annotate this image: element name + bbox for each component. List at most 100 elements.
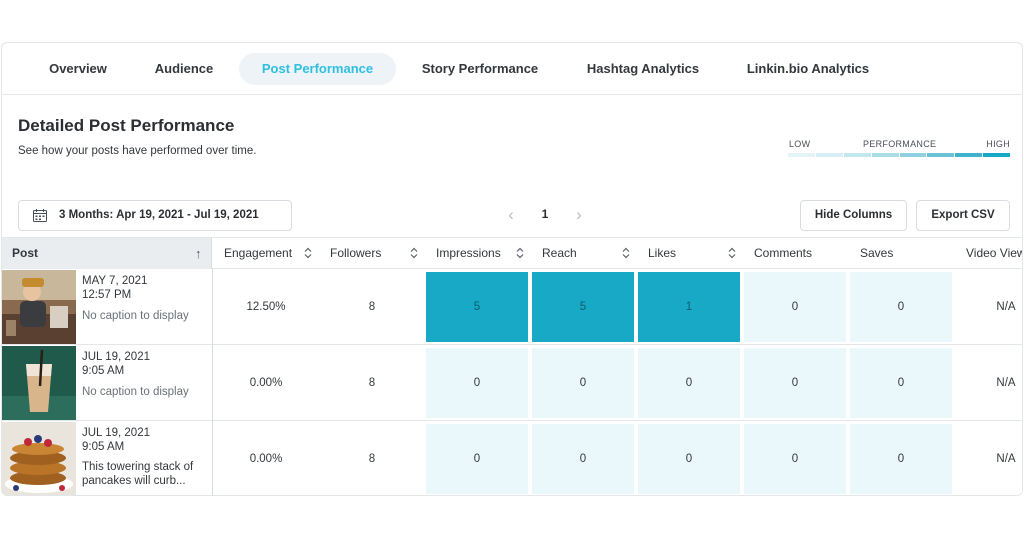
column-header-likes[interactable]: Likes (648, 238, 746, 269)
cell-comments: 0 (744, 424, 846, 494)
cell-impressions: 0 (426, 348, 528, 418)
column-header-label: Comments (754, 246, 813, 260)
column-header-saves[interactable]: Saves (860, 238, 958, 269)
cell-comments: 0 (744, 272, 846, 342)
column-divider (212, 421, 213, 495)
column-divider (212, 345, 213, 420)
legend-segment (871, 153, 899, 157)
table-row[interactable]: JUL 19, 2021 9:05 AM No caption to displ… (2, 345, 1022, 421)
column-header-label: Followers (330, 246, 382, 260)
legend-high-label: HIGH (986, 139, 1010, 149)
post-time: 9:05 AM (82, 365, 125, 377)
column-header-label: Video View (966, 246, 1023, 260)
page-number: 1 (541, 207, 549, 221)
date-range-picker[interactable]: 3 Months: Apr 19, 2021 - Jul 19, 2021 (18, 200, 292, 231)
iced-coffee-photo (2, 346, 76, 420)
column-header-label: Post (12, 246, 39, 260)
export-csv-button[interactable]: Export CSV (916, 200, 1010, 231)
hide-columns-button[interactable]: Hide Columns (800, 200, 907, 231)
chevron-right-icon[interactable]: › (576, 205, 582, 224)
post-caption: No caption to display (82, 310, 189, 322)
post-thumbnail[interactable] (2, 270, 76, 344)
cell-saves: 0 (850, 272, 952, 342)
column-header-video-views[interactable]: Video View (966, 238, 1023, 269)
post-time: 9:05 AM (82, 441, 125, 453)
cell-reach: 5 (532, 272, 634, 342)
column-header-followers[interactable]: Followers (330, 238, 428, 269)
column-header-comments[interactable]: Comments (754, 238, 852, 269)
post-date: JUL 19, 2021 (82, 427, 150, 439)
cell-video-views: N/A (996, 301, 1016, 313)
table-header: Post ↑ Engagement Followers Impressions … (2, 237, 1023, 269)
cell-likes: 0 (638, 348, 740, 418)
cell-reach: 0 (532, 348, 634, 418)
column-header-label: Impressions (436, 246, 501, 260)
column-header-engagement[interactable]: Engagement (224, 238, 322, 269)
legend-segment (899, 153, 927, 157)
post-date: MAY 7, 2021 (82, 275, 148, 287)
cell-impressions: 0 (426, 424, 528, 494)
sort-icon[interactable] (622, 247, 630, 259)
page-subtitle: See how your posts have performed over t… (18, 145, 257, 157)
cell-video-views: N/A (996, 453, 1016, 465)
chevron-left-icon[interactable]: ‹ (508, 205, 514, 224)
column-header-label: Engagement (224, 246, 293, 260)
cell-reach: 0 (532, 424, 634, 494)
tab-post-performance[interactable]: Post Performance (239, 53, 396, 85)
column-header-impressions[interactable]: Impressions (436, 238, 534, 269)
cell-comments: 0 (744, 348, 846, 418)
cell-likes: 1 (638, 272, 740, 342)
legend-gradient-bar (788, 153, 1010, 157)
legend-segment (927, 153, 955, 157)
post-thumbnail[interactable] (2, 346, 76, 420)
column-header-label: Saves (860, 246, 894, 260)
post-caption: This towering stack of pancakes will cur… (82, 461, 194, 487)
cell-engagement: 0.00% (249, 377, 283, 389)
cell-followers: 8 (368, 301, 376, 313)
column-header-post[interactable]: Post ↑ (2, 238, 212, 269)
sort-icon[interactable] (410, 247, 418, 259)
tab-hashtag-analytics[interactable]: Hashtag Analytics (586, 61, 700, 76)
table-row[interactable]: JUL 19, 2021 9:05 AM This towering stack… (2, 421, 1022, 495)
column-header-reach[interactable]: Reach (542, 238, 640, 269)
legend-low-label: LOW (789, 139, 811, 149)
cell-engagement: 12.50% (246, 301, 286, 313)
legend-segment (843, 153, 871, 157)
post-thumbnail[interactable] (2, 422, 76, 495)
table-row[interactable]: MAY 7, 2021 12:57 PM No caption to displ… (2, 269, 1022, 345)
sort-icon[interactable] (728, 247, 736, 259)
coffee-shop-photo (2, 270, 76, 344)
sort-icon[interactable] (304, 247, 312, 259)
page-title: Detailed Post Performance (18, 116, 235, 135)
calendar-icon (33, 209, 47, 222)
legend-segment (788, 153, 815, 157)
cell-saves: 0 (850, 424, 952, 494)
cell-followers: 8 (368, 453, 376, 465)
tab-bar: Overview Audience Post Performance Story… (2, 43, 1022, 95)
cell-video-views: N/A (996, 377, 1016, 389)
column-header-label: Likes (648, 246, 677, 260)
post-date: JUL 19, 2021 (82, 351, 150, 363)
date-range-label: 3 Months: Apr 19, 2021 - Jul 19, 2021 (59, 209, 259, 221)
analytics-card: Overview Audience Post Performance Story… (1, 42, 1023, 496)
column-header-label: Reach (542, 246, 577, 260)
column-divider (212, 269, 213, 344)
tab-story-performance[interactable]: Story Performance (421, 61, 539, 76)
cell-likes: 0 (638, 424, 740, 494)
legend-performance-label: PERFORMANCE (863, 139, 937, 149)
performance-legend: LOW PERFORMANCE HIGH (788, 139, 1010, 159)
tab-audience[interactable]: Audience (154, 61, 214, 76)
tab-overview[interactable]: Overview (49, 61, 107, 76)
cell-saves: 0 (850, 348, 952, 418)
sort-icon[interactable] (516, 247, 524, 259)
pancakes-photo (2, 422, 76, 495)
arrow-up-icon[interactable]: ↑ (195, 246, 202, 261)
legend-segment (815, 153, 843, 157)
legend-segment (983, 153, 1010, 157)
cell-impressions: 5 (426, 272, 528, 342)
tab-linkin-bio-analytics[interactable]: Linkin.bio Analytics (746, 61, 870, 76)
post-time: 12:57 PM (82, 289, 132, 301)
post-caption: No caption to display (82, 386, 189, 398)
legend-segment (955, 153, 983, 157)
cell-engagement: 0.00% (249, 453, 283, 465)
